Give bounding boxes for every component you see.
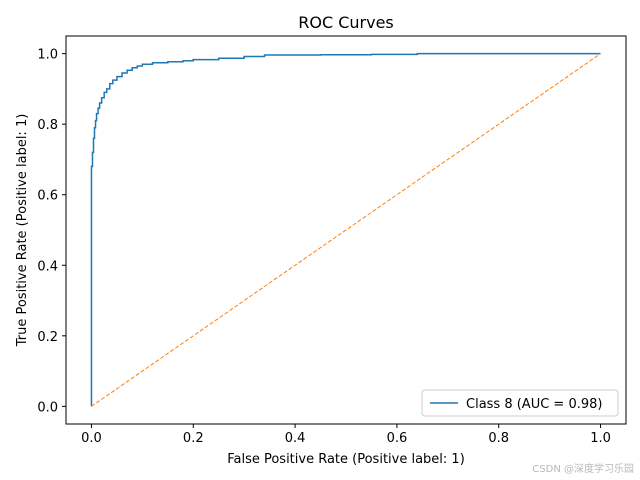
y-tick-label: 0.6 <box>37 189 58 204</box>
legend-entry-label: Class 8 (AUC = 0.98) <box>466 397 602 412</box>
legend-box <box>421 389 619 417</box>
y-tick-label: 0.0 <box>37 400 58 415</box>
x-tick-label: 1.0 <box>590 431 611 446</box>
x-tick-label: 0.6 <box>387 431 408 446</box>
x-axis-ticks: 0.0 0.2 0.4 0.6 0.8 1.0 <box>81 424 611 446</box>
chance-diagonal-line <box>91 53 601 407</box>
chart-title: ROC Curves <box>298 13 394 32</box>
plot-area <box>90 52 601 407</box>
x-tick-label: 0.4 <box>285 431 306 446</box>
x-tick-label: 0.2 <box>183 431 204 446</box>
watermark-text: CSDN @深度学习乐园 <box>532 462 634 475</box>
legend: Class 8 (AUC = 0.98) <box>421 389 619 417</box>
y-tick-label: 0.8 <box>37 118 58 133</box>
y-axis-ticks: 0.0 0.2 0.4 0.6 0.8 1.0 <box>37 48 66 415</box>
y-tick-label: 0.2 <box>37 330 58 345</box>
axes-frame <box>65 35 627 425</box>
roc-curve-class-8 <box>90 52 601 407</box>
x-tick-label: 0.8 <box>488 431 509 446</box>
y-tick-label: 0.4 <box>37 259 58 274</box>
y-axis-label: True Positive Rate (Positive label: 1) <box>15 114 30 348</box>
x-tick-label: 0.0 <box>81 431 102 446</box>
y-tick-label: 1.0 <box>37 48 58 63</box>
x-axis-label: False Positive Rate (Positive label: 1) <box>227 452 465 467</box>
